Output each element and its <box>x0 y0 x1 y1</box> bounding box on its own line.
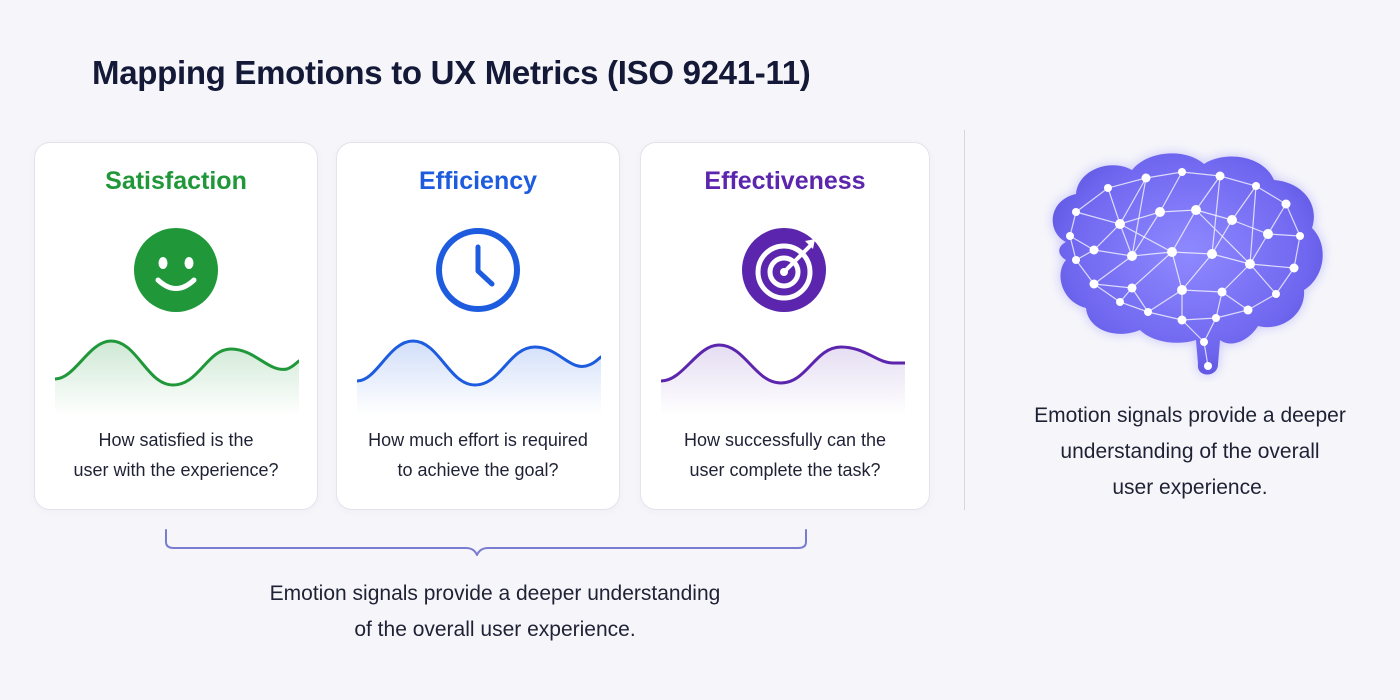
question-line: How successfully can the <box>683 430 887 450</box>
page-title: Mapping Emotions to UX Metrics (ISO 9241… <box>92 54 811 91</box>
effectiveness-wave <box>661 343 905 415</box>
clock-icon <box>436 228 520 312</box>
brain-network-icon <box>1052 153 1323 375</box>
efficiency-card: Efficiency How much effort is required t… <box>336 142 620 510</box>
bottom-caption: Emotion signals provide a deeper underst… <box>200 576 790 648</box>
caption-line: Emotion signals provide a deeper underst… <box>269 582 721 605</box>
effectiveness-title: Effectiveness <box>704 167 866 195</box>
satisfaction-question: How satisfied is the user with the exper… <box>45 425 307 485</box>
efficiency-title: Efficiency <box>418 167 538 195</box>
efficiency-wave <box>357 339 601 415</box>
satisfaction-title: Satisfaction <box>105 167 247 195</box>
target-icon <box>742 228 826 312</box>
caption-line: Emotion signals provide a deeper <box>1034 404 1346 427</box>
question-line: How satisfied is the <box>98 430 254 450</box>
question-line: user with the experience? <box>73 460 279 480</box>
smiley-face-icon <box>134 228 218 312</box>
effectiveness-card: Effectiveness How successfully can the u… <box>640 142 930 510</box>
grouping-bracket <box>165 529 807 556</box>
caption-line: understanding of the overall <box>1060 440 1320 463</box>
question-line: user complete the task? <box>689 460 881 480</box>
efficiency-question: How much effort is required to achieve t… <box>347 425 609 485</box>
question-line: How much effort is required <box>368 430 588 450</box>
vertical-divider <box>964 130 965 510</box>
question-line: to achieve the goal? <box>397 460 559 480</box>
right-caption: Emotion signals provide a deeper underst… <box>990 398 1390 506</box>
effectiveness-question: How successfully can the user complete t… <box>651 425 919 485</box>
caption-line: of the overall user experience. <box>354 618 636 641</box>
satisfaction-card: Satisfaction How satisfied is the user w… <box>34 142 318 510</box>
satisfaction-wave <box>55 339 299 415</box>
caption-line: user experience. <box>1112 476 1268 499</box>
